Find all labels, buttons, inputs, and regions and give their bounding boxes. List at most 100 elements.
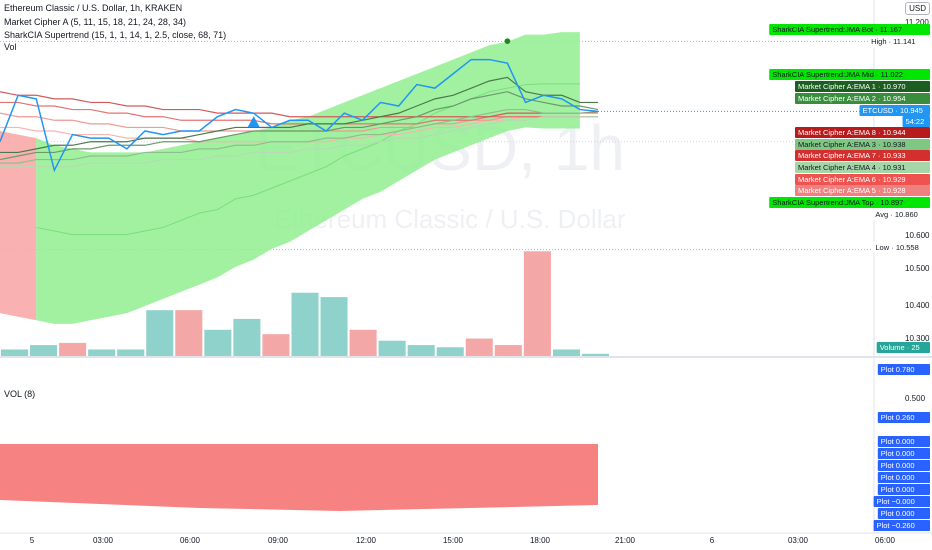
volume-bar <box>30 345 58 356</box>
indicator-legend-market-cipher[interactable]: Market Cipher A (5, 11, 15, 18, 21, 24, … <box>4 17 186 27</box>
sub-tag-box <box>873 520 930 531</box>
price-line <box>0 58 599 173</box>
price-tag-label: ETCUSD · 10.945 <box>863 106 923 115</box>
price-axis-tick: 10.600 <box>905 231 930 240</box>
sub-tag-label: Plot −0.260 <box>877 521 915 530</box>
price-tag-label: Market Cipher A:EMA 8 · 10.944 <box>798 128 906 137</box>
indicator-legend-supertrend[interactable]: SharkCIA Supertrend (15, 1, 1, 14, 1, 2.… <box>4 30 227 40</box>
ema-line-green-1 <box>0 76 598 154</box>
currency-button[interactable]: USD <box>905 2 930 15</box>
price-tag-box <box>876 342 930 353</box>
sub-tag-label: Plot 0.260 <box>881 413 915 422</box>
time-axis-label: 03:00 <box>788 536 809 545</box>
price-axis-tick: 10.500 <box>905 264 930 273</box>
sub-tag-label: Plot 0.000 <box>881 473 915 482</box>
ema-line-green-3 <box>0 108 598 164</box>
price-tag-label: Low · 10.558 <box>875 243 918 252</box>
price-tag-label: Market Cipher A:EMA 6 · 10.929 <box>798 175 906 184</box>
price-axis-tick: 10.300 <box>905 334 930 343</box>
volume-bar <box>233 318 261 356</box>
volume-bar <box>59 342 87 356</box>
time-axis-label: 6 <box>710 536 715 545</box>
sub-tag-box <box>873 496 930 507</box>
sub-tag-box <box>877 472 930 483</box>
ema-line-red-3 <box>0 101 598 125</box>
time-axis-label: 18:00 <box>530 536 551 545</box>
price-tag-label: Market Cipher A:EMA 1 · 10.970 <box>798 82 906 91</box>
sub-tag-label: Plot 0.000 <box>881 449 915 458</box>
time-axis-label: 5 <box>30 536 35 545</box>
sub-tag-label: Plot 0.000 <box>881 509 915 518</box>
sub-tag-label: Plot 0.000 <box>881 437 915 446</box>
volume-bar <box>320 297 348 356</box>
price-tag-label: Avg · 10.860 <box>875 210 917 219</box>
time-axis-label: 15:00 <box>443 536 464 545</box>
price-tag-box <box>769 197 930 208</box>
volume-bar <box>581 353 609 356</box>
price-tag-label: Market Cipher A:EMA 2 · 10.954 <box>798 94 906 103</box>
price-tag-box <box>868 36 930 47</box>
price-tag-label: Market Cipher A:EMA 7 · 10.933 <box>798 151 906 160</box>
sub-tag-box <box>877 508 930 519</box>
price-tag-box <box>795 127 930 138</box>
time-axis-label: 21:00 <box>615 536 636 545</box>
volume-bar <box>146 310 174 356</box>
price-tag-box <box>769 69 930 80</box>
sub-tag-label: Plot 0.000 <box>881 461 915 470</box>
price-tag-label: SharkCIA Supertrend:JMA Mid · 11.022 <box>772 70 903 79</box>
volume-bar <box>291 292 319 356</box>
price-tag-box <box>795 185 930 196</box>
ema-line-red-4 <box>0 91 599 118</box>
sub-axis-tick: 0.500 <box>905 394 926 403</box>
sub-tag-box <box>877 448 930 459</box>
time-axis-label: 06:00 <box>180 536 201 545</box>
pane-separator <box>0 356 932 358</box>
ema-line-green-4 <box>0 116 598 168</box>
sub-tag-label: Plot −0.000 <box>877 497 915 506</box>
indicator-legend-volume[interactable]: Vol <box>4 42 17 52</box>
sub-tag-label: Plot 0.780 <box>881 365 915 374</box>
symbol-legend[interactable]: Ethereum Classic / U.S. Dollar, 1h, KRAK… <box>4 3 183 13</box>
time-axis-label: 09:00 <box>268 536 289 545</box>
price-tag-box <box>795 93 930 104</box>
sub-tag-box <box>877 364 930 375</box>
volume-bar <box>436 347 464 356</box>
sub-tag-box <box>877 460 930 471</box>
ema-line-green-2 <box>0 91 599 161</box>
buy-signal-triangle <box>247 116 260 128</box>
price-tag-label: Market Cipher A:EMA 5 · 10.928 <box>798 186 906 195</box>
sub-pane-area <box>0 444 598 511</box>
volume-bar <box>494 345 522 356</box>
price-tag-box <box>902 116 930 127</box>
price-tag-label: Market Cipher A:EMA 3 · 10.938 <box>798 140 906 149</box>
sub-tag-box <box>877 484 930 495</box>
price-tag-label: 54:22 <box>906 117 925 126</box>
time-axis-label: 06:00 <box>875 536 896 545</box>
bearish-cloud <box>0 131 37 321</box>
volume-bar <box>262 334 290 356</box>
volume-bar <box>378 340 406 356</box>
price-tag-box <box>795 150 930 161</box>
volume-bar <box>465 338 493 356</box>
price-tag-label: Volume · 25 <box>880 343 920 352</box>
price-tag-box <box>795 162 930 173</box>
volume-bar <box>552 349 580 356</box>
volume-bar <box>88 349 116 356</box>
price-axis-tick: 11.200 <box>905 18 929 27</box>
price-tag-box <box>872 209 930 220</box>
bullish-cloud <box>36 32 580 324</box>
sub-tag-box <box>877 412 930 423</box>
price-tag-box <box>795 174 930 185</box>
volume-bar <box>204 329 232 356</box>
volume-bar <box>175 310 203 356</box>
price-tag-label: SharkCIA Supertrend:JMA Top · 10.897 <box>772 198 903 207</box>
sub-tag-box <box>877 436 930 447</box>
price-tag-label: SharkCIA Supertrend:JMA Bot · 11.167 <box>772 25 902 34</box>
sub-tag-label: Plot 0.000 <box>881 485 915 494</box>
volume-bar <box>523 251 551 356</box>
price-tag-box <box>859 105 930 116</box>
volume-bar <box>1 349 29 356</box>
sub-pane-title[interactable]: VOL (8) <box>4 389 36 399</box>
